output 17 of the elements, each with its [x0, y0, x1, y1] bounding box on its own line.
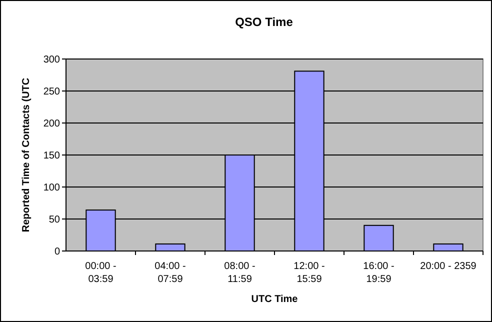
y-tick-label: 250 [43, 86, 60, 98]
x-tick-label: 04:00 - 07:59 [154, 261, 186, 285]
x-tick-label: 20:00 - 2359 [420, 261, 477, 272]
y-tick-label: 150 [43, 150, 60, 162]
x-tick-label: 12:00 - 15:59 [294, 261, 325, 285]
x-tick-label: 16:00 - 19:59 [363, 261, 394, 285]
y-tick-label: 0 [54, 246, 60, 258]
y-tick-label: 50 [48, 214, 60, 226]
y-tick-label: 200 [43, 118, 60, 130]
x-axis-title: UTC Time [251, 294, 298, 305]
chart-title: QSO Time [235, 15, 294, 29]
x-tick-label: 00:00 - 03:59 [85, 261, 116, 285]
y-tick-label: 100 [43, 182, 60, 194]
y-tick-label: 300 [43, 54, 60, 66]
x-tick-label: 08:00 - 11:59 [224, 261, 256, 285]
bar [364, 224, 394, 252]
y-axis-title: Reported Time of Contacts (UTC [21, 78, 32, 232]
